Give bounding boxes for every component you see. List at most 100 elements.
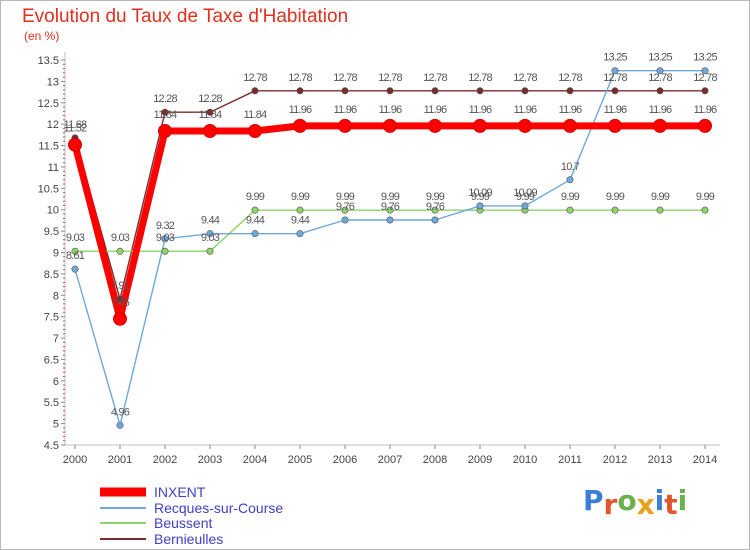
data-label: 9.03 [156, 232, 175, 244]
data-label: 9.99 [696, 191, 715, 203]
data-label: 12.78 [333, 72, 357, 84]
data-label: 9.44 [201, 215, 220, 227]
data-point [611, 87, 619, 95]
data-point [386, 206, 394, 214]
data-point [428, 118, 442, 133]
data-point [341, 216, 349, 224]
x-tick-label: 2004 [243, 454, 267, 466]
y-tick-label: 5.5 [44, 397, 59, 409]
data-label: 10.09 [468, 187, 492, 199]
data-label: 9.99 [606, 191, 625, 203]
data-label: 9.03 [66, 232, 85, 244]
x-tick-label: 2003 [198, 454, 222, 466]
y-tick-label: 11 [48, 162, 59, 174]
data-label: 4.96 [111, 406, 130, 418]
legend-label: Recques-sur-Course [154, 500, 283, 516]
data-point [71, 247, 79, 255]
data-label: 12.78 [243, 72, 267, 84]
y-tick-label: 8.5 [44, 269, 59, 281]
logo-letter: x [636, 488, 655, 521]
data-label: 9.99 [336, 191, 355, 203]
x-tick-label: 2006 [333, 454, 357, 466]
logo-letter: i [654, 484, 665, 517]
x-tick-label: 2010 [513, 454, 537, 466]
data-point [656, 67, 664, 75]
data-point [386, 216, 394, 224]
data-label: 9.99 [426, 191, 445, 203]
data-point [161, 235, 169, 243]
data-point [251, 206, 259, 214]
data-point [656, 206, 664, 214]
data-point [296, 230, 304, 238]
data-label: 9.44 [246, 215, 265, 227]
chart-legend: INXENTRecques-sur-CourseBeussentBernieul… [100, 484, 283, 547]
data-point [521, 87, 529, 95]
logo-letter: r [603, 488, 618, 521]
x-tick-label: 2013 [648, 454, 672, 466]
y-tick-label: 6.5 [44, 354, 59, 366]
data-point [698, 118, 712, 133]
x-tick-label: 2002 [153, 454, 177, 466]
y-tick-label: 4.5 [44, 440, 59, 452]
data-label: 9.76 [426, 201, 445, 213]
data-point [116, 295, 124, 303]
data-point [116, 247, 124, 255]
data-point [116, 421, 124, 429]
data-point [248, 124, 262, 139]
data-point [566, 87, 574, 95]
data-point [656, 87, 664, 95]
data-point [431, 216, 439, 224]
data-label: 13.25 [603, 52, 627, 64]
data-label: 10.09 [513, 187, 537, 199]
logo-letter: i [677, 484, 688, 517]
data-label: 9.44 [291, 215, 310, 227]
data-label: 12.78 [603, 72, 627, 84]
data-point [611, 67, 619, 75]
data-label: 11.96 [604, 104, 627, 116]
data-point [701, 87, 709, 95]
data-label: 9.76 [381, 201, 400, 213]
data-point [68, 137, 82, 152]
data-label: 9.99 [651, 191, 670, 203]
data-point [161, 108, 169, 116]
data-label: 9.99 [471, 191, 490, 203]
y-tick-label: 10 [47, 205, 59, 217]
data-point [383, 118, 397, 133]
data-label: 11.96 [424, 104, 447, 116]
data-label: 11.84 [199, 109, 222, 121]
data-label: 11.96 [694, 104, 717, 116]
data-label: 9.99 [246, 191, 265, 203]
data-point [521, 202, 529, 210]
data-label: 11.96 [379, 104, 402, 116]
data-point [476, 87, 484, 95]
data-point [251, 230, 259, 238]
legend-label: INXENT [154, 484, 206, 500]
x-tick-label: 2008 [423, 454, 447, 466]
data-label: 12.78 [558, 72, 582, 84]
series-data-labels: 11.52 7.45 11.84 11.84 11.84 11.96 11.96 11.96 1… [64, 52, 719, 419]
data-label: 11.84 [154, 109, 177, 121]
data-point [473, 118, 487, 133]
y-tick-label: 10.5 [38, 183, 59, 195]
data-label: 9.32 [156, 220, 175, 232]
data-label: 12.28 [153, 93, 177, 105]
logo-letter: o [617, 484, 637, 517]
data-point [431, 206, 439, 214]
data-point [203, 124, 217, 139]
data-point [296, 87, 304, 95]
legend-label: Beussent [154, 515, 212, 531]
x-tick-label: 2005 [288, 454, 312, 466]
y-tick-label: 6 [53, 376, 59, 388]
x-tick-label: 2011 [558, 454, 582, 466]
data-point [386, 87, 394, 95]
x-tick-label: 2001 [108, 454, 132, 466]
data-point [206, 230, 214, 238]
data-label: 9.99 [561, 191, 580, 203]
proxiti-logo: Proxiti [583, 484, 688, 521]
data-label: 8.61 [66, 250, 85, 262]
data-point [293, 118, 307, 133]
data-point [653, 118, 667, 133]
data-label: 11.96 [469, 104, 492, 116]
y-tick-label: 12 [47, 119, 59, 131]
